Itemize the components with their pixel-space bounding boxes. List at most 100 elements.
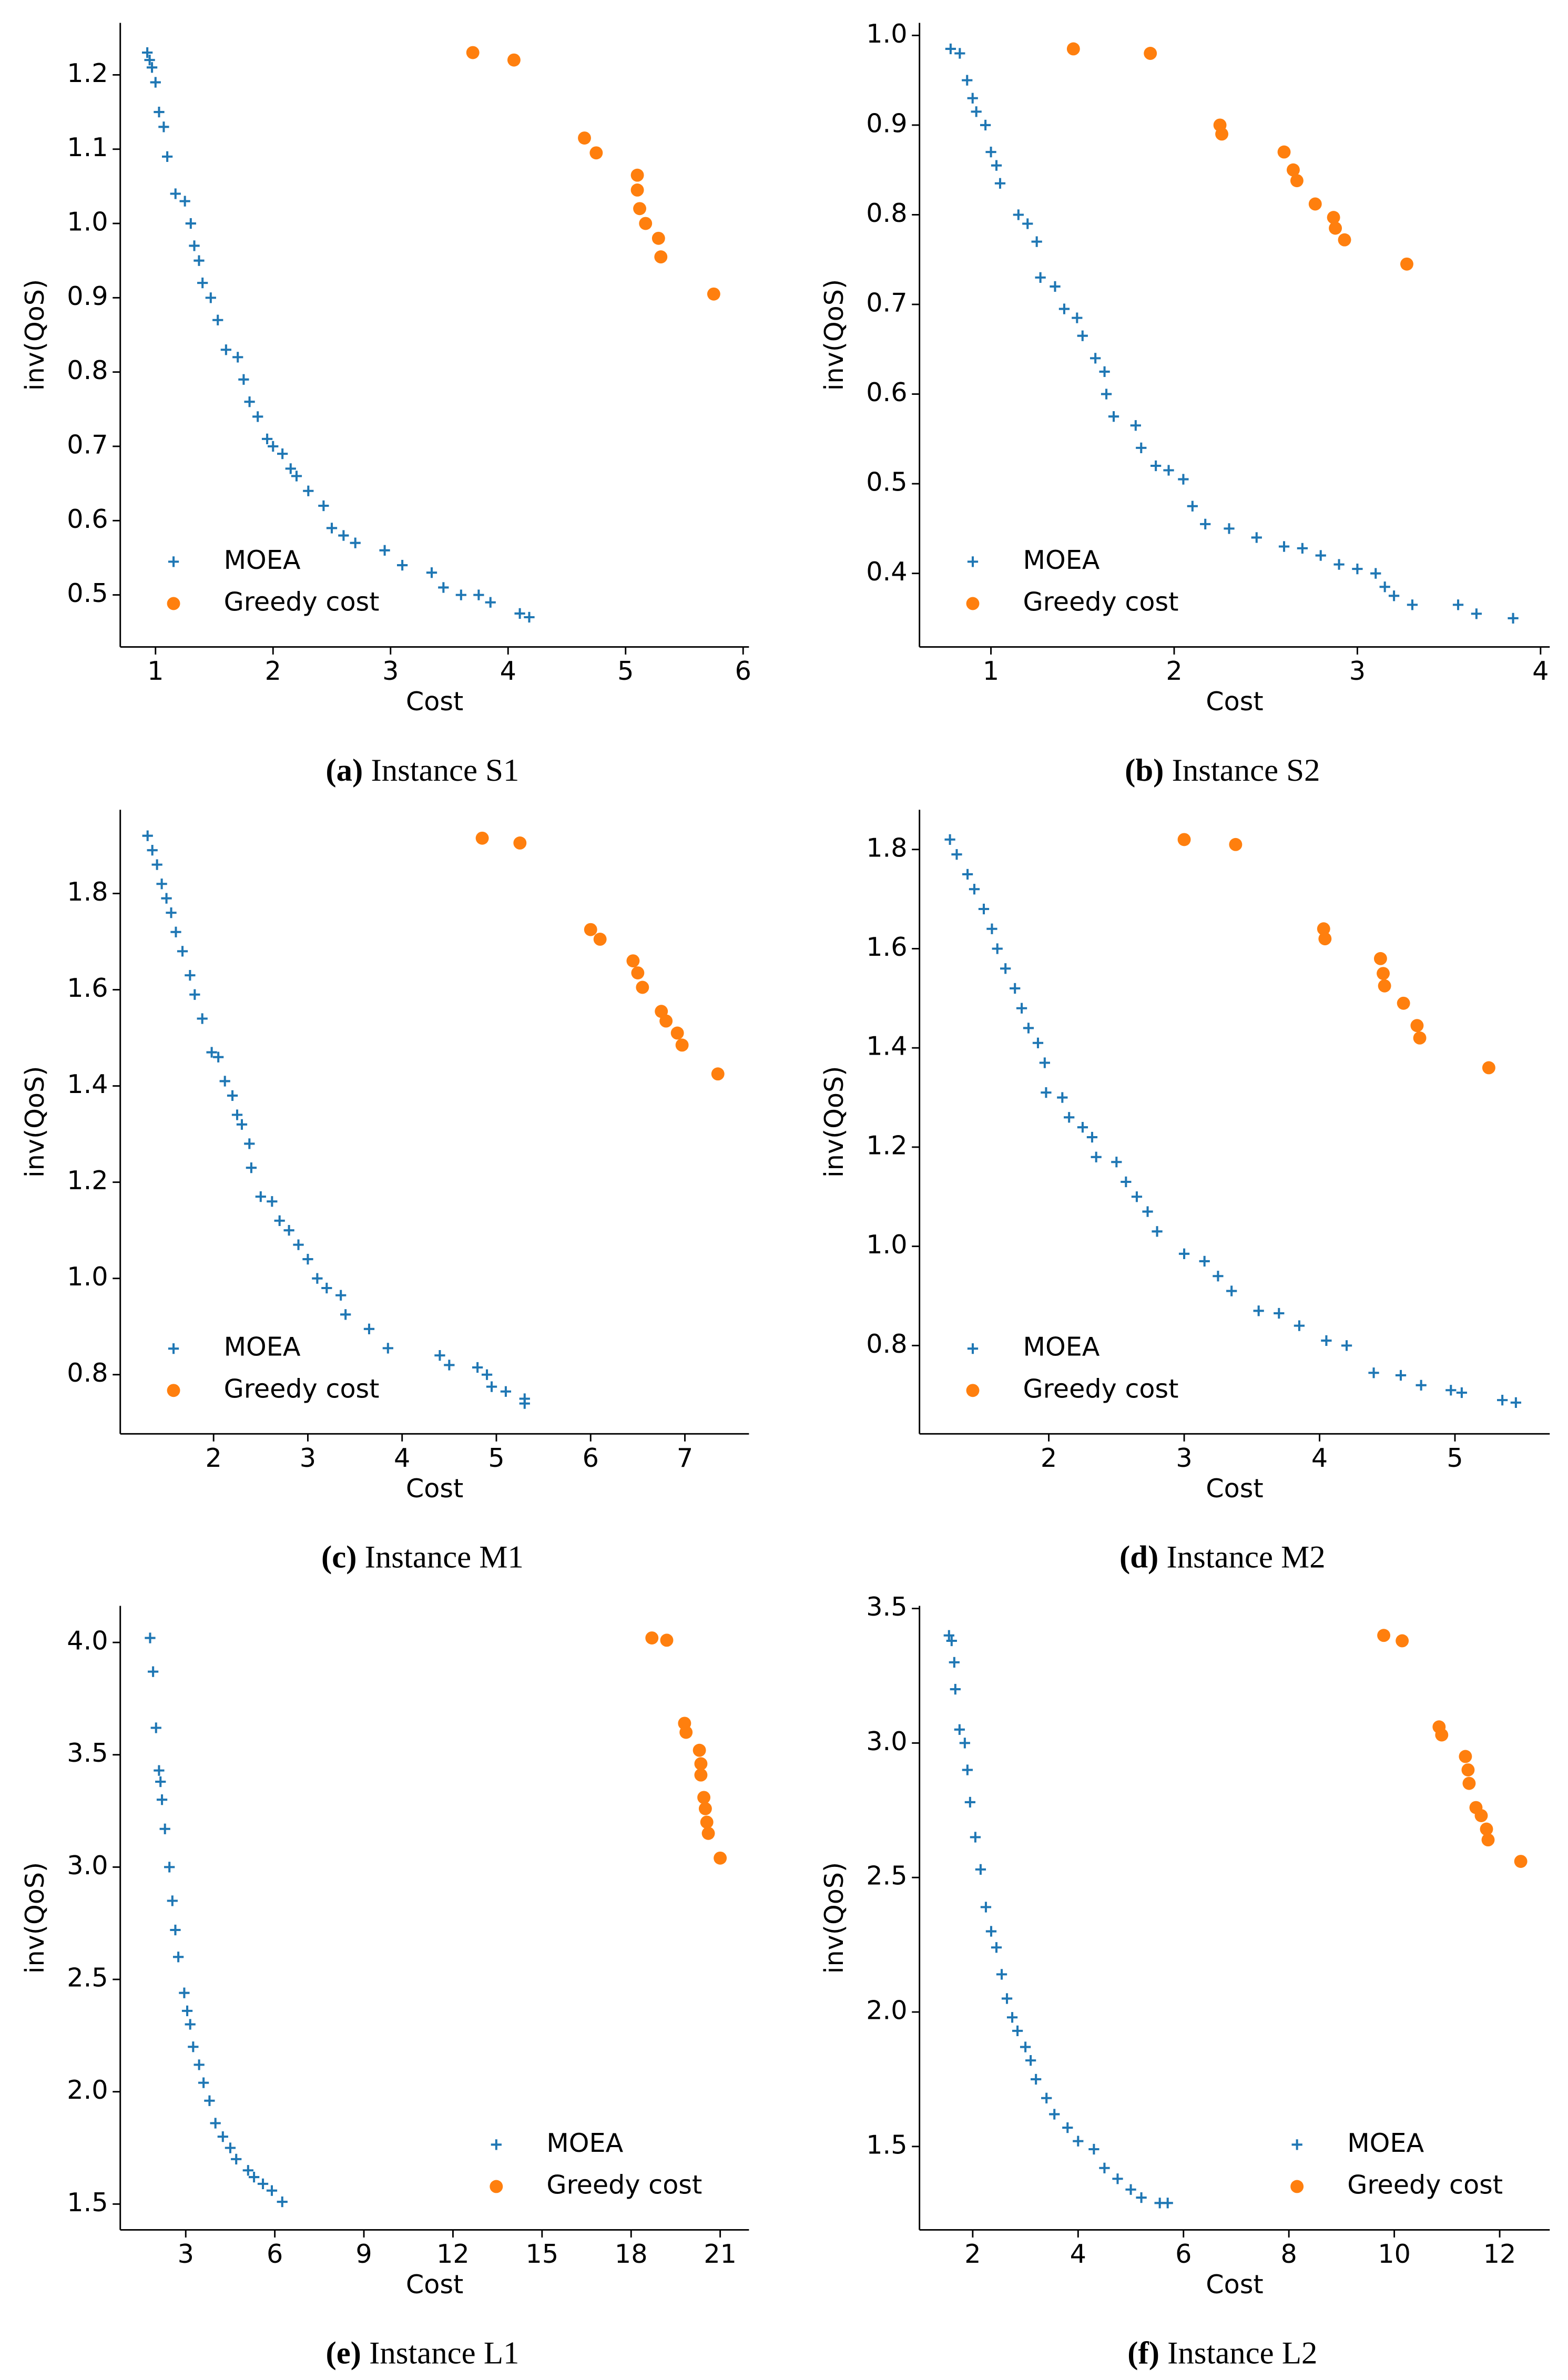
point <box>277 2196 288 2208</box>
point <box>524 611 535 623</box>
x-tick-label: 6 <box>1175 2239 1192 2269</box>
caption-label: (b) <box>1125 753 1164 788</box>
point <box>248 2171 260 2183</box>
point <box>1077 330 1088 341</box>
legend-marker <box>966 597 980 610</box>
point <box>252 411 263 422</box>
point <box>1317 922 1330 936</box>
point <box>500 1386 512 1397</box>
point <box>220 344 231 355</box>
point <box>1041 1087 1052 1098</box>
point <box>1077 1122 1088 1133</box>
panel: 1 2 3 4 0.4 0.5 0.6 0.7 0.8 0.9 1.0 Cost inv(QoS) MOE… <box>819 18 1550 788</box>
point <box>154 1765 165 1776</box>
point <box>1178 474 1189 485</box>
point <box>1178 1248 1190 1259</box>
point <box>219 1076 230 1087</box>
point <box>179 1987 190 1998</box>
x-tick-label: 9 <box>355 2239 372 2269</box>
x-tick-label: 10 <box>1378 2239 1411 2269</box>
point <box>170 926 181 937</box>
y-tick-label: 0.8 <box>866 1329 907 1359</box>
point <box>1445 1385 1457 1396</box>
x-tick-label: 2 <box>1166 656 1182 686</box>
point <box>1163 465 1174 476</box>
point <box>181 2005 193 2016</box>
legend-label: MOEA <box>224 1332 301 1362</box>
point <box>1032 1037 1044 1048</box>
point <box>1199 1255 1210 1267</box>
point <box>1066 42 1080 56</box>
y-tick-label: 3.5 <box>67 1738 108 1768</box>
point <box>1253 1305 1264 1316</box>
y-axis-label: inv(QoS) <box>19 1066 50 1178</box>
caption: (c) Instance M1 <box>321 1540 524 1575</box>
point <box>633 202 647 216</box>
point <box>1101 389 1112 400</box>
point <box>1379 581 1390 593</box>
legend-marker <box>1290 2180 1304 2193</box>
caption: (a) Instance S1 <box>325 753 519 788</box>
point <box>244 396 255 407</box>
point <box>161 151 173 162</box>
point <box>636 980 649 994</box>
point <box>1368 1367 1379 1378</box>
point <box>194 255 205 266</box>
legend-label: Greedy cost <box>1023 587 1179 617</box>
point <box>967 93 978 104</box>
point <box>246 1162 257 1173</box>
point <box>1111 1157 1122 1168</box>
point <box>698 1802 712 1815</box>
point <box>1290 174 1304 188</box>
panel: 2 3 4 5 6 7 0.8 1.0 1.2 1.4 1.6 1.8 Cost inv(QoS) MOEA… <box>19 810 749 1575</box>
point <box>1020 2041 1031 2052</box>
panel: 1 2 3 4 5 6 0.5 0.6 0.7 0.8 0.9 1.0 1.1 1.2 Cost inv(Qo… <box>19 23 751 788</box>
point <box>1136 442 1147 454</box>
y-tick-label: 1.2 <box>67 1165 108 1196</box>
x-tick-label: 3 <box>382 656 399 686</box>
y-tick-label: 1.8 <box>67 876 108 907</box>
y-tick-label: 1.6 <box>67 973 108 1003</box>
point <box>1031 2073 1042 2085</box>
point <box>363 1323 375 1334</box>
point <box>1410 1019 1424 1033</box>
point <box>312 1273 323 1284</box>
panel: 2 3 4 5 0.8 1.0 1.2 1.4 1.6 1.8 Cost inv(QoS) MOEA Gr… <box>819 810 1550 1575</box>
point <box>189 240 200 251</box>
point <box>277 448 288 459</box>
x-tick-label: 5 <box>1447 1443 1463 1473</box>
x-axis-label: Cost <box>1206 686 1263 717</box>
caption: (d) Instance M2 <box>1119 1540 1326 1575</box>
point <box>185 969 196 981</box>
point <box>959 1738 970 1749</box>
point <box>1435 1728 1449 1742</box>
point <box>438 582 449 593</box>
point <box>466 46 480 59</box>
caption-text: Instance S1 <box>371 753 519 788</box>
point <box>1200 518 1211 529</box>
x-tick-label: 2 <box>265 656 281 686</box>
x-tick-label: 3 <box>300 1443 316 1473</box>
point <box>1142 1206 1153 1217</box>
point <box>150 1722 161 1733</box>
x-tick-label: 6 <box>735 656 751 686</box>
caption-label: (c) <box>321 1540 357 1575</box>
point <box>1073 2136 1084 2147</box>
point <box>1370 568 1381 579</box>
y-tick-label: 1.0 <box>866 1229 907 1260</box>
point <box>945 43 956 55</box>
y-tick-label: 2.0 <box>866 1995 907 2026</box>
point <box>1041 2092 1052 2103</box>
x-tick-label: 6 <box>267 2239 283 2269</box>
point <box>507 53 521 67</box>
point <box>1226 1285 1237 1296</box>
point <box>1144 47 1157 60</box>
point <box>1001 1993 1013 2004</box>
point <box>475 831 489 845</box>
point <box>1474 1809 1488 1822</box>
point <box>244 1138 255 1149</box>
point <box>1294 1320 1305 1331</box>
point <box>227 1090 238 1101</box>
point <box>426 567 437 578</box>
y-axis-label: inv(QoS) <box>819 1862 849 1974</box>
